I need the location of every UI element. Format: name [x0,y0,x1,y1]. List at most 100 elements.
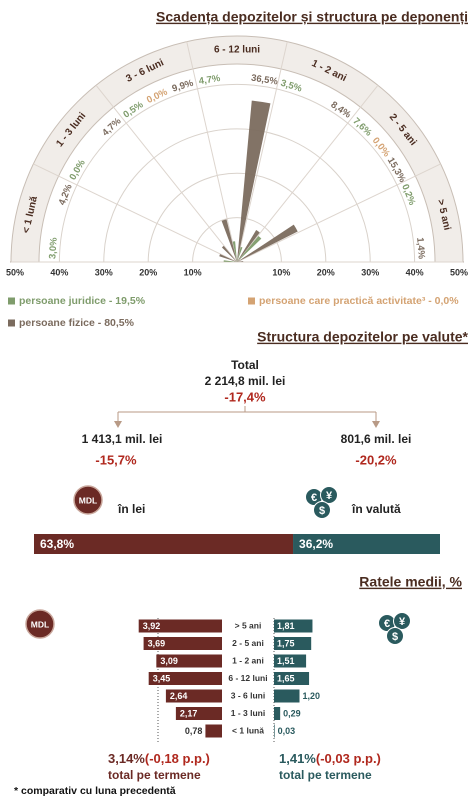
wedge [237,261,244,262]
bar-label: 2,64 [170,691,188,701]
category-label: > 5 ani [235,620,262,630]
grid-ring [147,172,327,263]
sector-divider [33,163,238,263]
legend-swatch [8,319,15,327]
value-label: 36,5% [250,73,279,88]
category-label: 3 - 6 luni [231,690,265,700]
wedge [237,224,298,262]
bar-label: 36,2% [299,537,333,551]
legend-label: persoane juridice - 19,5% [19,295,146,307]
bar [138,619,222,633]
total-line: 3,14%(-0,18 p.p.) [108,751,210,766]
r-tick-label: 30% [361,267,379,277]
currency-icon-symbol: $ [392,631,398,643]
branch-value: 1 413,1 mil. lei [82,432,163,446]
total-value: 2 214,8 mil. lei [205,374,286,388]
value-label: 4,7% [198,73,222,87]
legend-label: persoane care practică activitate³ - 0,0… [259,295,459,307]
currency-icon [313,501,331,519]
sector-divider [236,84,379,263]
grid-ring [192,217,282,263]
category-label: 6 - 12 luni [214,45,260,56]
legend-swatch [248,297,255,305]
wedge [219,254,237,262]
total-label: Total [231,358,259,372]
total-value: 1,41% [279,751,316,766]
value-label: 3,0% [47,236,60,259]
bar [274,619,313,633]
footnote: * comparativ cu luna precedentă [14,785,176,797]
bar [274,654,307,668]
sector-divider [236,41,288,263]
grid-ring [14,39,460,263]
bar [205,724,222,738]
wedge [235,260,237,262]
bar [274,689,300,703]
chart-title: Ratele medii, % [359,574,462,590]
wedge [232,241,237,262]
grid-ring [103,128,371,263]
r-tick-label: 20% [317,267,335,277]
bar [274,724,275,738]
wedge [221,245,237,262]
bar-label: 63,8% [40,537,74,551]
currency-icon-symbol: $ [319,505,325,517]
r-tick-label: 20% [139,267,157,277]
wedge [237,235,262,262]
wedge [237,100,271,262]
r-tick-label: 40% [50,267,68,277]
total-line: 1,41%(-0,03 p.p.) [279,751,381,766]
bar-label: 1,51 [277,656,295,666]
bar-label: 3,09 [160,656,178,666]
total-change: -17,4% [224,389,266,404]
wedge [237,230,260,262]
bar-segment [34,534,294,554]
category-label: 1 - 2 ani [232,655,264,665]
total-value: 3,14% [108,751,145,766]
value-label: 1,4% [414,237,427,260]
total-change: (-0,03 p.p.) [316,751,381,766]
bar [274,637,312,650]
bar-label: 0,78 [185,726,203,736]
bar-label: 3,92 [143,621,161,631]
total-change: (-0,18 p.p.) [145,751,210,766]
bar-label: 1,75 [277,638,295,648]
r-tick-label: 10% [184,267,202,277]
value-label: 4,7% [100,115,124,138]
bar-label: 3,45 [153,673,171,683]
bar-label: 0,03 [278,726,296,736]
category-band [10,35,464,263]
currency-icon-symbol: € [384,618,390,630]
connector [114,406,380,428]
total-label: total pe termene [108,768,201,782]
currency-icon [393,612,411,630]
currency-icon-symbol: ¥ [326,490,333,502]
branch-value: 801,6 mil. lei [341,432,412,446]
r-tick-label: 10% [272,267,290,277]
bar-label: 3,69 [148,638,166,648]
bar-label: 0,29 [283,708,301,718]
category-label: 1 - 3 luni [231,708,265,718]
mdl-icon [73,485,103,515]
sector-divider [236,163,441,263]
bar-label: 1,65 [277,673,295,683]
bar [175,707,222,720]
currency-icon [320,486,338,504]
bar [274,672,310,685]
chart-title: Scadența depozitelor și structura pe dep… [156,9,468,25]
grid-ring [58,83,416,263]
total-label: total pe termene [279,768,372,782]
value-label: 7,6% [350,116,374,139]
bar [274,707,281,720]
currency-icon-symbol: € [311,492,317,504]
series-label: în valută [351,502,401,516]
legend-swatch [8,297,15,305]
series-label: în lei [117,502,145,516]
branch-change: -15,7% [95,452,137,467]
wedge [221,219,237,262]
bar [156,654,222,668]
bar-label: 1,81 [277,621,295,631]
category-label: 2 - 5 ani [232,638,264,648]
